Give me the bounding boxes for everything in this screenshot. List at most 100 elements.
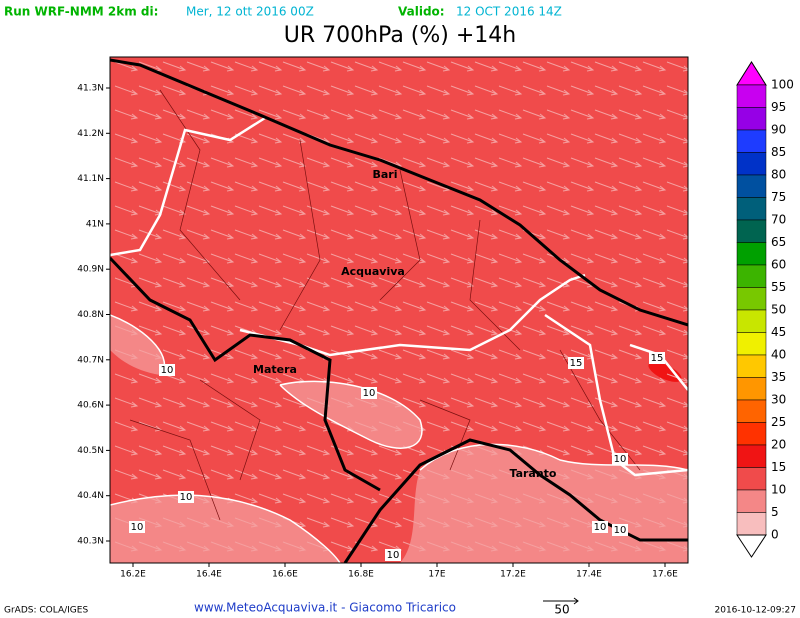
wind-arrow [354,229,379,240]
wind-arrow [570,85,595,96]
wind-arrow [402,517,427,528]
wind-arrow [546,421,571,432]
wind-arrow [210,181,235,192]
wind-arrow [282,157,307,168]
wind-arrow [114,373,139,384]
wind-arrow [642,181,667,192]
wind-arrow [618,229,643,240]
contour-label: 10 [180,492,193,503]
wind-arrow [666,397,688,408]
colorbar-bin [736,129,767,153]
colorbar-label: 80 [771,168,786,182]
colorbar-bin [736,264,767,288]
wind-arrow [666,229,688,240]
wind-arrow [258,301,283,312]
wind-arrow [114,157,139,168]
wind-arrow [354,421,379,432]
wind-arrow [234,541,259,552]
wind-arrow [618,541,643,552]
wind-arrow [354,157,379,168]
wind-arrow [498,229,523,240]
wind-arrow [666,277,688,288]
wind-arrow [234,373,259,384]
vector-scale-head [573,597,579,605]
wind-arrow [619,566,641,575]
wind-arrow [258,109,283,120]
wind-arrow [450,205,475,216]
wind-arrow [498,157,523,168]
wind-arrow [594,325,619,336]
wind-arrow [546,85,571,96]
wind-arrow [282,493,307,504]
wind-arrow [186,421,211,432]
wind-arrow [594,109,619,120]
wind-arrow [570,133,595,144]
wind-arrow [162,253,187,264]
wind-arrow [186,253,211,264]
wind-arrow [138,373,163,384]
wind-arrow [138,253,163,264]
wind-arrow [666,133,688,144]
wind-arrow [402,181,427,192]
lat-label: 41.1N [77,174,104,184]
wind-arrow [546,181,571,192]
wind-arrow [642,157,667,168]
wind-arrow [306,109,331,120]
wind-arrow [354,517,379,528]
lat-label: 40.6N [77,401,104,411]
place-label: Acquaviva [341,265,405,278]
lat-label: 40.9N [77,265,104,275]
wind-arrow [114,181,139,192]
wind-arrow [378,181,403,192]
wind-arrow [546,541,571,552]
colorbar-label: 35 [771,370,786,384]
contour-label: 10 [161,365,174,376]
wind-arrow [330,517,355,528]
colorbar-label: 15 [771,460,786,474]
wind-arrow [234,469,259,480]
wind-arrow [330,253,355,264]
colorbar-label: 40 [771,348,786,362]
wind-arrow [522,181,547,192]
wind-arrow [618,85,643,96]
wind-arrow [666,85,688,96]
wind-arrow [330,493,355,504]
wind-arrow [330,61,355,72]
wind-arrow [114,133,139,144]
wind-arrow [138,541,163,552]
wind-arrow [354,469,379,480]
wind-arrow [162,109,187,120]
wind-arrow [234,229,259,240]
wind-arrow [594,277,619,288]
wind-arrow [378,61,403,72]
colorbar-bin [736,422,767,446]
wind-arrow [138,517,163,528]
wind-arrow [666,517,688,528]
lat-label: 40.3N [77,537,104,547]
colorbar-bin [736,84,767,108]
wind-arrow [354,493,379,504]
wind-arrow [666,205,688,216]
colorbar-bin [736,467,767,491]
wind-arrow [570,61,595,72]
wind-arrow [474,277,499,288]
wind-arrow [258,133,283,144]
wind-arrow [330,301,355,312]
wind-arrow [522,109,547,120]
wind-arrow [570,157,595,168]
wind-arrow [426,109,451,120]
colorbar-bin [736,287,767,311]
contour-label-bg [592,521,608,533]
wind-arrow [450,277,475,288]
wind-arrow [546,469,571,480]
wind-arrow [450,493,475,504]
wind-arrow [114,541,139,552]
wind-arrow [666,541,688,552]
wind-arrow [426,325,451,336]
contour-label-bg [568,357,584,369]
colorbar-label: 45 [771,325,786,339]
wind-arrow [618,325,643,336]
wind-arrow [426,229,451,240]
wind-arrow [642,205,667,216]
site: www.MeteoAcquaviva.it - Giacomo Tricaric… [194,601,456,615]
